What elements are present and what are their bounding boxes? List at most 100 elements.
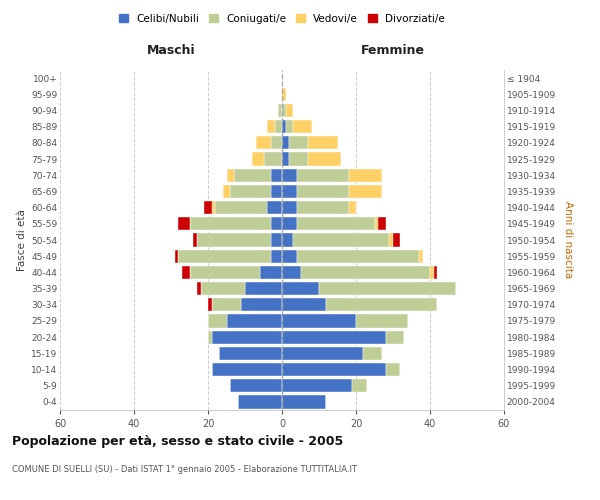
Bar: [282, 282, 319, 295]
Bar: [282, 379, 352, 392]
Bar: [286, 104, 293, 117]
Bar: [293, 234, 389, 246]
Bar: [297, 217, 374, 230]
Bar: [197, 282, 200, 295]
Bar: [282, 104, 286, 117]
Bar: [430, 266, 434, 279]
Bar: [190, 217, 271, 230]
Bar: [301, 266, 430, 279]
Bar: [308, 136, 337, 149]
Bar: [208, 298, 212, 312]
Bar: [197, 234, 271, 246]
Bar: [293, 120, 311, 134]
Bar: [282, 363, 386, 376]
Bar: [212, 363, 282, 376]
Bar: [282, 185, 297, 198]
Bar: [271, 185, 282, 198]
Bar: [267, 201, 282, 214]
Bar: [349, 185, 382, 198]
Bar: [319, 282, 456, 295]
Bar: [326, 298, 437, 312]
Bar: [238, 396, 282, 408]
Bar: [178, 250, 271, 263]
Bar: [364, 346, 382, 360]
Bar: [282, 298, 326, 312]
Bar: [278, 104, 282, 117]
Bar: [356, 314, 408, 328]
Bar: [182, 266, 190, 279]
Bar: [282, 250, 297, 263]
Bar: [389, 234, 393, 246]
Bar: [256, 136, 271, 149]
Bar: [212, 298, 241, 312]
Bar: [215, 201, 267, 214]
Bar: [271, 217, 282, 230]
Text: Maschi: Maschi: [146, 44, 196, 57]
Bar: [282, 314, 356, 328]
Bar: [352, 379, 367, 392]
Bar: [227, 168, 234, 182]
Bar: [378, 217, 386, 230]
Bar: [282, 120, 286, 134]
Bar: [275, 120, 282, 134]
Bar: [208, 330, 212, 344]
Bar: [267, 120, 275, 134]
Bar: [374, 217, 378, 230]
Bar: [208, 314, 227, 328]
Bar: [263, 152, 282, 166]
Bar: [271, 250, 282, 263]
Bar: [271, 168, 282, 182]
Y-axis label: Fasce di età: Fasce di età: [17, 209, 27, 271]
Bar: [260, 266, 282, 279]
Bar: [386, 363, 400, 376]
Bar: [289, 136, 308, 149]
Bar: [282, 201, 297, 214]
Bar: [282, 266, 301, 279]
Legend: Celibi/Nubili, Coniugati/e, Vedovi/e, Divorziati/e: Celibi/Nubili, Coniugati/e, Vedovi/e, Di…: [119, 14, 445, 24]
Bar: [178, 217, 190, 230]
Bar: [282, 234, 293, 246]
Bar: [175, 250, 178, 263]
Bar: [230, 185, 271, 198]
Bar: [297, 168, 349, 182]
Bar: [212, 201, 215, 214]
Text: Popolazione per età, sesso e stato civile - 2005: Popolazione per età, sesso e stato civil…: [12, 435, 343, 448]
Bar: [308, 152, 341, 166]
Bar: [245, 282, 282, 295]
Bar: [297, 201, 349, 214]
Bar: [282, 136, 289, 149]
Bar: [282, 396, 326, 408]
Y-axis label: Anni di nascita: Anni di nascita: [563, 202, 572, 278]
Bar: [297, 250, 419, 263]
Bar: [204, 201, 212, 214]
Bar: [271, 234, 282, 246]
Bar: [282, 217, 297, 230]
Bar: [282, 88, 286, 101]
Bar: [212, 330, 282, 344]
Bar: [230, 379, 282, 392]
Bar: [227, 314, 282, 328]
Text: Femmine: Femmine: [361, 44, 425, 57]
Bar: [434, 266, 437, 279]
Bar: [253, 152, 263, 166]
Bar: [219, 346, 282, 360]
Bar: [282, 152, 289, 166]
Bar: [419, 250, 422, 263]
Bar: [349, 168, 382, 182]
Bar: [349, 201, 356, 214]
Bar: [289, 152, 308, 166]
Bar: [393, 234, 400, 246]
Bar: [297, 185, 349, 198]
Bar: [286, 120, 293, 134]
Bar: [386, 330, 404, 344]
Bar: [190, 266, 260, 279]
Bar: [234, 168, 271, 182]
Bar: [193, 234, 197, 246]
Bar: [200, 282, 245, 295]
Bar: [282, 168, 297, 182]
Bar: [282, 346, 364, 360]
Bar: [223, 185, 230, 198]
Bar: [241, 298, 282, 312]
Bar: [282, 330, 386, 344]
Text: COMUNE DI SUELLI (SU) - Dati ISTAT 1° gennaio 2005 - Elaborazione TUTTITALIA.IT: COMUNE DI SUELLI (SU) - Dati ISTAT 1° ge…: [12, 465, 357, 474]
